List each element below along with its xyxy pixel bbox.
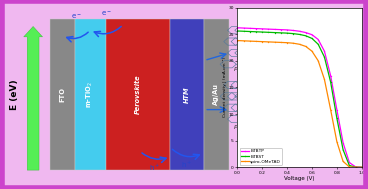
BTBST [248,30,252,33]
BTBTP [297,30,302,32]
BTBST [285,32,289,34]
Text: m-TiO$_2$: m-TiO$_2$ [85,81,95,108]
BTBST [260,31,265,33]
spiro-OMeTAD [329,109,333,111]
spiro-OMeTAD [291,42,296,44]
spiro-OMeTAD [297,43,302,45]
BTBTP [322,50,327,52]
BTBST [297,33,302,36]
BTBTP [272,28,277,30]
BTBST [272,31,277,34]
spiro-OMeTAD [322,78,327,81]
X-axis label: Voltage (V): Voltage (V) [284,176,315,181]
spiro-OMeTAD [254,40,258,43]
Text: e$^-$: e$^-$ [101,9,112,18]
Text: FTO: FTO [59,87,65,102]
BTBTP [360,166,364,168]
Bar [50,19,75,170]
BTBST [291,33,296,35]
Text: PCE 16.96 %: PCE 16.96 % [234,125,271,130]
BTBTP [266,28,271,30]
spiro-OMeTAD [341,160,345,163]
spiro-OMeTAD [360,166,364,168]
BTBTP [254,27,258,30]
spiro-OMeTAD [353,166,358,168]
BTBTP [304,31,308,34]
spiro-OMeTAD [266,41,271,43]
Legend: BTBTP, BTBST, spiro-OMeTAD: BTBTP, BTBST, spiro-OMeTAD [240,148,282,165]
BTBST [329,81,333,83]
BTBTP [279,29,283,31]
Line: BTBST: BTBST [237,30,362,168]
BTBST [279,32,283,34]
spiro-OMeTAD [335,141,339,143]
Line: spiro-OMeTAD: spiro-OMeTAD [237,40,362,168]
BTBST [316,43,321,45]
Text: E (eV): E (eV) [10,79,19,110]
Line: BTBTP: BTBTP [237,27,362,168]
BTBTP [291,29,296,32]
BTBST [347,164,351,167]
Text: Perovskite: Perovskite [135,75,141,114]
spiro-OMeTAD [285,42,289,44]
spiro-OMeTAD [272,41,277,43]
Text: h$^+$: h$^+$ [149,163,160,173]
BTBTP [285,29,289,31]
BTBTP [329,75,333,77]
spiro-OMeTAD [260,40,265,43]
BTBTP [341,142,345,144]
Y-axis label: Current density J (mA.cm⁻²): Current density J (mA.cm⁻²) [223,57,227,118]
BTBTP [335,109,339,111]
BTBST [335,117,339,119]
BTBTP [353,166,358,168]
BTBST [341,149,345,151]
spiro-OMeTAD [304,45,308,48]
BTBST [304,35,308,37]
BTBST [353,166,358,168]
spiro-OMeTAD [279,41,283,43]
BTBST [266,31,271,33]
BTBST [322,56,327,58]
BTBTP [260,28,265,30]
BTBST [254,31,258,33]
spiro-OMeTAD [241,40,246,42]
BTBTP [316,38,321,41]
BTBTP [347,161,351,164]
BTBTP [235,27,240,29]
Text: h$^+$: h$^+$ [181,159,192,170]
BTBST [310,37,314,40]
BTBTP [310,34,314,36]
spiro-OMeTAD [316,60,321,62]
Bar [106,19,170,170]
spiro-OMeTAD [310,50,314,52]
Text: e$^-$: e$^-$ [71,12,82,22]
spiro-OMeTAD [235,40,240,42]
FancyArrow shape [24,26,43,170]
Text: PCE 17.60 %: PCE 17.60 % [234,67,271,72]
BTBTP [241,27,246,29]
Text: HTM: HTM [184,86,190,103]
Bar [75,19,106,170]
Bar [204,19,229,170]
spiro-OMeTAD [248,40,252,42]
Text: Ag/Au: Ag/Au [213,84,219,105]
Bar [170,19,204,170]
spiro-OMeTAD [347,166,351,168]
BTBST [235,30,240,32]
BTBST [241,30,246,32]
BTBST [360,166,364,168]
BTBTP [248,27,252,29]
